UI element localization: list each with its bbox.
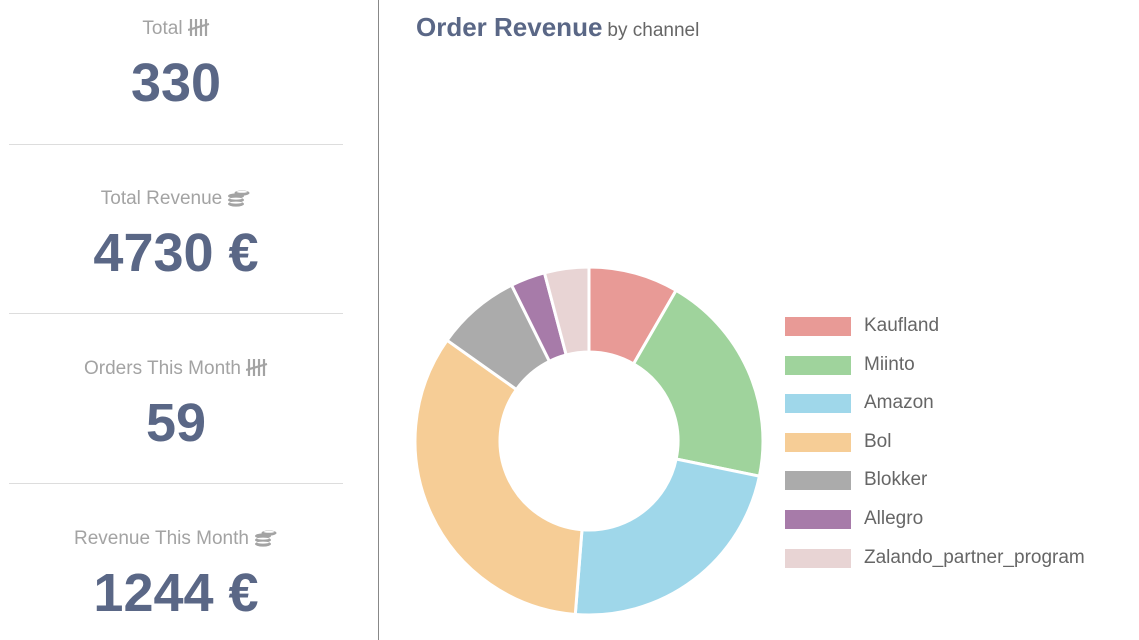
slice-bol[interactable] [413,338,584,617]
legend-label: Miinto [864,353,915,375]
stat-divider [9,483,343,484]
legend-swatch [785,394,851,414]
stat-label-text: Total [142,18,183,39]
stat-value-total-revenue: 4730 € [93,223,259,283]
stats-panel: Total 330 Total Revenue 4730 € Orders Th… [0,0,379,640]
legend-label: Zalando_partner_program [864,546,1085,568]
legend-swatch [785,355,851,375]
legend-label: Blokker [864,469,928,491]
donut-chart [413,265,765,617]
legend-swatch [785,548,851,568]
stat-label: Revenue This Month [9,527,343,554]
stat-label-text: Revenue This Month [74,528,249,549]
legend-swatch [785,509,851,529]
stat-value-orders-this-month: 59 [145,393,207,453]
stat-label: Orders This Month [9,357,343,384]
stat-label-text: Orders This Month [84,358,241,379]
legend-label: Allegro [864,507,924,529]
legend-label: Bol [864,430,892,452]
tally-icon [187,18,210,44]
coins-icon [254,528,278,554]
stat-card-orders-this-month: Orders This Month 59 [9,357,343,453]
legend-label: Amazon [864,392,934,414]
stat-label: Total Revenue [9,187,343,214]
legend-swatch [785,432,851,452]
chart-title: Order Revenue by channel [416,12,699,43]
stat-divider [9,144,343,145]
stat-value-total: 330 [130,53,222,113]
legend-label: Kaufland [864,315,940,336]
tally-icon [245,358,268,384]
stat-divider [9,313,343,314]
coins-icon [227,188,251,214]
stat-card-revenue-this-month: Revenue This Month 1244 € [9,527,343,623]
legend-swatch [785,317,851,336]
slice-zalando-partner-program[interactable] [542,265,591,357]
order-revenue-chart-panel: Order Revenue by channel Kaufland Miinto Am… [379,0,1139,640]
legend-swatch [785,471,851,491]
chart-subtitle: by channel [607,20,700,41]
stat-value-revenue-this-month: 1244 € [93,563,259,623]
slice-amazon[interactable] [573,457,762,617]
stat-card-total: Total 330 [9,17,343,113]
stat-label-text: Total Revenue [100,188,223,209]
chart-title-main: Order Revenue [416,12,603,42]
slice-miinto[interactable] [631,288,765,478]
stat-label: Total [9,17,343,44]
stat-card-total-revenue: Total Revenue 4730 € [9,187,343,283]
